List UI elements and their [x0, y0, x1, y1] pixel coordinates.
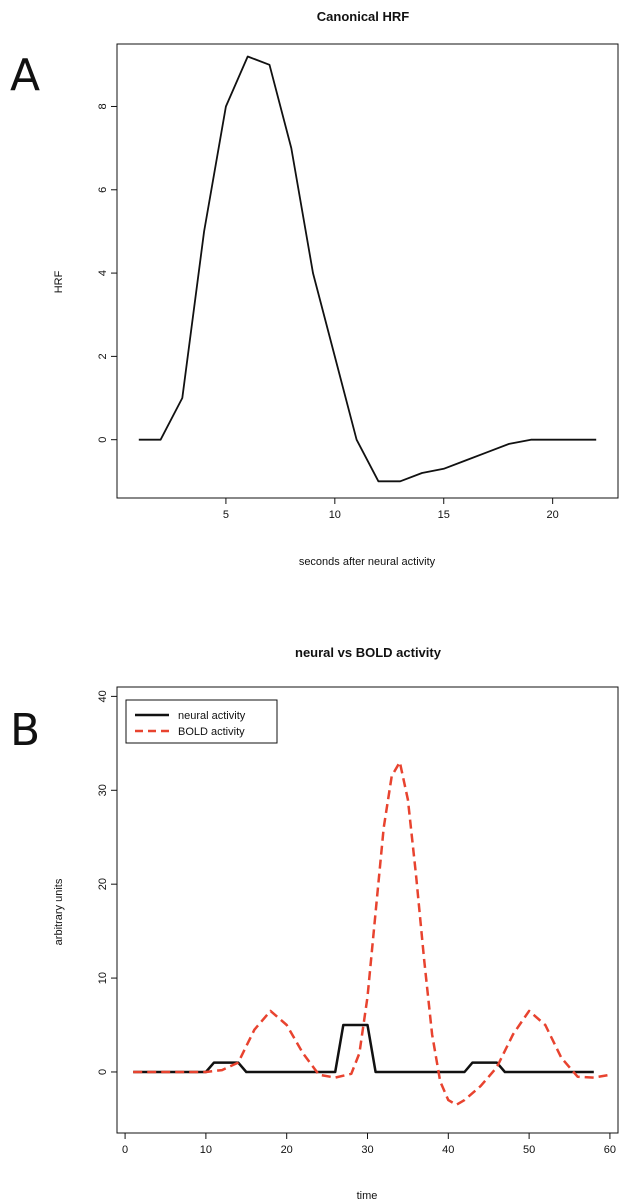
y-tick-label: 0	[97, 437, 109, 443]
x-tick-label: 0	[122, 1144, 128, 1156]
y-tick-label: 30	[97, 784, 109, 796]
x-tick-label: 40	[442, 1144, 454, 1156]
x-axis-label: time	[357, 1190, 378, 1202]
x-tick-label: 20	[281, 1144, 293, 1156]
x-tick-label: 15	[438, 509, 450, 521]
x-tick-label: 20	[547, 509, 559, 521]
y-tick-label: 8	[97, 103, 109, 109]
y-tick-label: 10	[97, 972, 109, 984]
x-tick-label: 30	[361, 1144, 373, 1156]
y-tick-label: 0	[97, 1069, 109, 1075]
y-axis-label: HRF	[53, 270, 65, 293]
hrf-chart: Canonical HRF 5 10 15 20 0 2 4 6 8 seconds afte…	[53, 9, 619, 568]
legend-label-bold: BOLD activity	[178, 726, 245, 738]
plot-frame	[116, 43, 619, 499]
legend: neural activity BOLD activity	[125, 699, 278, 744]
series-line-1	[133, 760, 611, 1107]
y-tick-label: 2	[97, 353, 109, 359]
y-axis-label: arbitrary units	[53, 878, 65, 945]
series-line-0	[138, 55, 597, 483]
y-tick-label: 40	[97, 690, 109, 702]
legend-label-neural: neural activity	[178, 710, 246, 722]
x-tick-label: 60	[604, 1144, 616, 1156]
y-tick-label: 4	[97, 270, 109, 276]
x-tick-label: 10	[200, 1144, 212, 1156]
panel-label-b: B	[10, 705, 41, 756]
y-tick-label: 6	[97, 187, 109, 193]
x-tick-label: 10	[329, 509, 341, 521]
series-line-0	[133, 1023, 594, 1074]
neural-bold-chart: neural vs BOLD activity 0 10 20 30 40 50 60 0 1…	[53, 645, 619, 1202]
x-tick-label: 50	[523, 1144, 535, 1156]
plot-frame	[116, 686, 619, 1134]
chart-title: neural vs BOLD activity	[295, 645, 442, 660]
panel-label-a: A	[10, 50, 41, 101]
legend-box	[125, 699, 278, 744]
y-tick-label: 20	[97, 878, 109, 890]
x-axis-label: seconds after neural activity	[299, 556, 436, 568]
chart-title: Canonical HRF	[317, 9, 410, 24]
x-tick-label: 5	[223, 509, 229, 521]
